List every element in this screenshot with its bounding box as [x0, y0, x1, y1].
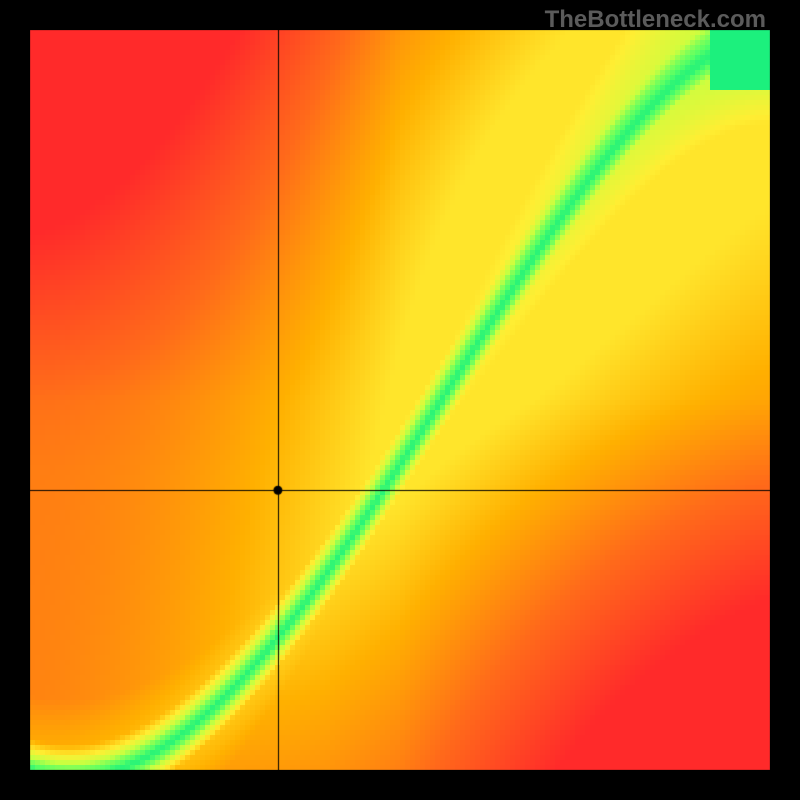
- watermark-text: TheBottleneck.com: [545, 6, 766, 34]
- chart-container: TheBottleneck.com: [0, 0, 800, 800]
- heatmap-canvas: [30, 30, 770, 770]
